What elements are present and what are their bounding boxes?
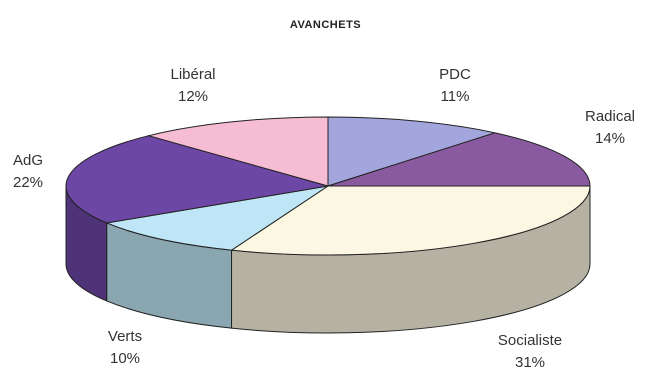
slice-label-socialiste: Socialiste 31%: [475, 330, 585, 374]
slice-percent: 31%: [514, 354, 546, 371]
slice-percent: 12%: [177, 88, 209, 105]
pie-slice-pdc: [327, 116, 497, 187]
slice-percent: 10%: [109, 350, 141, 367]
slice-percent: 22%: [12, 174, 44, 191]
pie-slice-adg: [65, 135, 329, 224]
pie-slice-verts: [104, 185, 329, 251]
slice-label-verts: Verts 10%: [85, 326, 165, 370]
pie-top-faces: [65, 116, 591, 256]
slice-name: AdG: [12, 152, 43, 169]
pie-slice-socialiste: [230, 185, 591, 256]
slice-label-adg: AdG 22%: [0, 150, 56, 194]
pie-slice-liberal: [146, 116, 329, 187]
pie-slice-radical: [327, 132, 591, 187]
slice-name: Radical: [584, 108, 636, 125]
chart-title: AVANCHETS: [289, 19, 362, 31]
slice-name: PDC: [439, 66, 471, 83]
slice-percent: 11%: [440, 88, 470, 105]
slice-label-liberal: Libéral 12%: [148, 64, 238, 108]
slice-label-radical: Radical 14%: [570, 106, 650, 150]
slice-name: Verts: [107, 328, 143, 345]
slice-percent: 14%: [594, 130, 626, 147]
slice-name: Socialiste: [497, 332, 563, 349]
pie-side-faces: [65, 185, 591, 334]
slice-name: Libéral: [170, 66, 216, 83]
slice-label-pdc: PDC 11%: [410, 64, 500, 108]
